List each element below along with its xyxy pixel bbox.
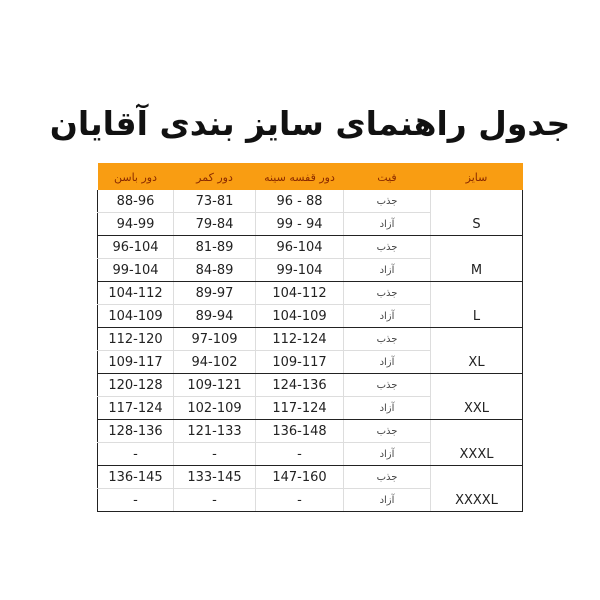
size-cell: L: [430, 281, 523, 328]
header-chest: دور قفسه سینه: [255, 163, 344, 190]
hip-cell: -: [97, 488, 174, 512]
chest-cell: 104-109: [255, 304, 344, 328]
table-row: S جذب 88 - 96 73-81 88-96: [97, 190, 523, 236]
waist-cell: 133-145: [173, 465, 256, 489]
header-fit: فیت: [343, 163, 431, 190]
waist-cell: 84-89: [173, 258, 256, 282]
fit-cell: آزاد: [343, 350, 431, 374]
waist-cell: 121-133: [173, 419, 256, 443]
hip-cell: 104-112: [97, 281, 174, 305]
size-cell: XXL: [430, 373, 523, 420]
hip-cell: 112-120: [97, 327, 174, 351]
fit-cell: آزاد: [343, 442, 431, 466]
fit-cell: جذب: [343, 235, 431, 259]
table-row: XXXL جذب 136-148 121-133 128-136: [97, 419, 523, 466]
fit-cell: جذب: [343, 373, 431, 397]
hip-cell: 99-104: [97, 258, 174, 282]
fit-cell: آزاد: [343, 212, 431, 236]
chest-cell: 124-136: [255, 373, 344, 397]
fit-cell: آزاد: [343, 258, 431, 282]
table-row: L جذب 104-112 89-97 104-112: [97, 281, 523, 328]
chest-cell: 96-104: [255, 235, 344, 259]
table-row: آزاد 104-109 89-94 104-109: [97, 304, 523, 328]
chest-cell: 104-112: [255, 281, 344, 305]
chest-cell: 94 - 99: [255, 212, 344, 236]
waist-cell: 73-81: [173, 190, 256, 213]
chest-cell: 112-124: [255, 327, 344, 351]
table-row: آزاد - - -: [97, 488, 523, 512]
table-row: XXL جذب 124-136 109-121 120-128: [97, 373, 523, 420]
hip-cell: 109-117: [97, 350, 174, 374]
chest-cell: -: [255, 488, 344, 512]
waist-cell: -: [173, 488, 256, 512]
hip-cell: 88-96: [97, 190, 174, 213]
size-cell: XL: [430, 327, 523, 374]
table-row: آزاد - - -: [97, 442, 523, 466]
chest-cell: 99-104: [255, 258, 344, 282]
hip-cell: 136-145: [97, 465, 174, 489]
waist-cell: 79-84: [173, 212, 256, 236]
waist-cell: 81-89: [173, 235, 256, 259]
hip-cell: 104-109: [97, 304, 174, 328]
hip-cell: 117-124: [97, 396, 174, 420]
size-cell: XXXXL: [430, 465, 523, 512]
fit-cell: جذب: [343, 327, 431, 351]
header-hip: دور باسن: [97, 163, 174, 190]
fit-cell: جذب: [343, 190, 431, 213]
table-row: M جذب 96-104 81-89 96-104: [97, 235, 523, 282]
waist-cell: 89-97: [173, 281, 256, 305]
table-row: آزاد 94 - 99 79-84 94-99: [97, 212, 523, 236]
size-cell: S: [430, 190, 523, 236]
size-cell: XXXL: [430, 419, 523, 466]
waist-cell: 89-94: [173, 304, 256, 328]
hip-cell: -: [97, 442, 174, 466]
chest-cell: 117-124: [255, 396, 344, 420]
waist-cell: 109-121: [173, 373, 256, 397]
hip-cell: 128-136: [97, 419, 174, 443]
hip-cell: 96-104: [97, 235, 174, 259]
table-row: XL جذب 112-124 97-109 112-120: [97, 327, 523, 374]
fit-cell: جذب: [343, 281, 431, 305]
fit-cell: آزاد: [343, 304, 431, 328]
chest-cell: -: [255, 442, 344, 466]
table-row: آزاد 99-104 84-89 99-104: [97, 258, 523, 282]
fit-cell: جذب: [343, 419, 431, 443]
header-size: سایز: [430, 163, 523, 190]
table-row: XXXXL جذب 147-160 133-145 136-145: [97, 465, 523, 512]
table-row: آزاد 117-124 102-109 117-124: [97, 396, 523, 420]
fit-cell: جذب: [343, 465, 431, 489]
fit-cell: آزاد: [343, 396, 431, 420]
chest-cell: 88 - 96: [255, 190, 344, 213]
size-cell: M: [430, 235, 523, 282]
page-title: جدول راهنمای سایز بندی آقایان: [49, 104, 571, 143]
hip-cell: 120-128: [97, 373, 174, 397]
fit-cell: آزاد: [343, 488, 431, 512]
size-chart-table: سایز فیت دور قفسه سینه دور کمر دور باسن …: [97, 163, 523, 512]
header-waist: دور کمر: [173, 163, 256, 190]
chest-cell: 109-117: [255, 350, 344, 374]
chest-cell: 136-148: [255, 419, 344, 443]
waist-cell: 102-109: [173, 396, 256, 420]
chest-cell: 147-160: [255, 465, 344, 489]
table-row: آزاد 109-117 94-102 109-117: [97, 350, 523, 374]
header-row: سایز فیت دور قفسه سینه دور کمر دور باسن: [97, 163, 523, 190]
hip-cell: 94-99: [97, 212, 174, 236]
waist-cell: 97-109: [173, 327, 256, 351]
waist-cell: 94-102: [173, 350, 256, 374]
waist-cell: -: [173, 442, 256, 466]
